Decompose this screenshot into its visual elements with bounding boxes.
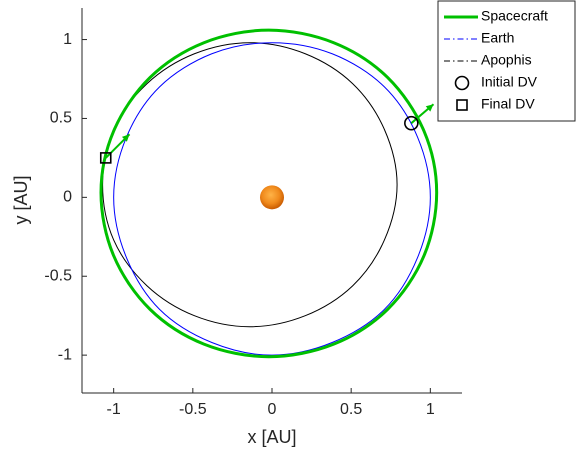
legend-label: Spacecraft [481, 8, 548, 24]
initial-dv-marker [404, 115, 419, 131]
arrow-head [425, 104, 434, 112]
y-tick-label: -1 [58, 346, 72, 363]
initial-dv-marker [454, 75, 470, 91]
x-tick-label: 0 [268, 401, 277, 418]
y-tick-label: 0.5 [50, 110, 72, 127]
final-dv-marker [99, 152, 112, 164]
legend-label: Initial DV [481, 74, 538, 90]
orbit-line [99, 28, 439, 359]
y-tick-label: -0.5 [44, 267, 72, 284]
x-tick-label: -0.5 [179, 401, 207, 418]
final-dv-marker [456, 99, 468, 111]
x-tick-label: 1 [426, 401, 435, 418]
plot-area: -1 -0.5 0 0.5 1 -1 -0.5 0 0.5 1 [44, 8, 462, 418]
x-tick-label: 0.5 [340, 401, 362, 418]
y-axis-label: y [AU] [11, 175, 31, 224]
dv-arrow [105, 133, 131, 159]
legend-label: Earth [481, 30, 514, 46]
sun [260, 185, 284, 210]
legend-label: Final DV [481, 96, 535, 112]
orbit-line [102, 42, 398, 328]
legend: Spacecraft Earth Apophis Initial DV Final DV [437, 0, 576, 122]
x-tick-label: -1 [107, 401, 121, 418]
orbit-line [113, 42, 431, 356]
dv-arrow [410, 103, 435, 124]
y-tick-label: 0 [63, 189, 72, 206]
y-tick-label: 1 [63, 31, 72, 48]
legend-label: Apophis [481, 52, 532, 68]
arrow-head [121, 134, 130, 142]
x-axis-label: x [AU] [247, 427, 296, 447]
